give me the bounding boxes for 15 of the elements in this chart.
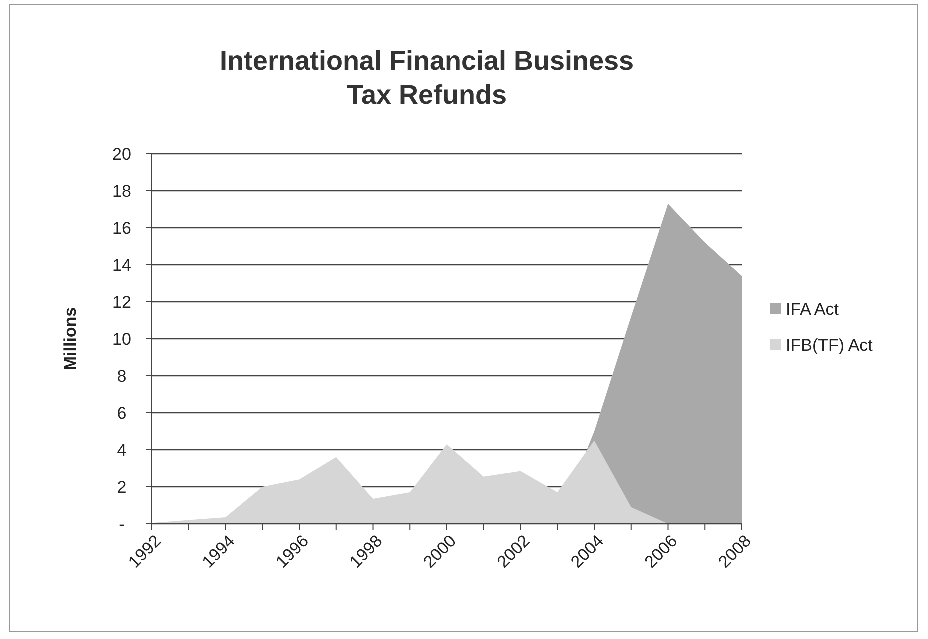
y-tick-label: 18	[112, 182, 132, 201]
chart-title: International Financial Business Tax Refunds	[220, 46, 634, 110]
y-tick-label: 4	[117, 440, 127, 460]
y-tick-label: 10	[112, 330, 132, 349]
y-axis-title: Millions	[61, 307, 80, 371]
y-tick-label: 8	[117, 366, 127, 386]
y-tick-label: 6	[117, 404, 127, 423]
y-tick-label: 2	[117, 478, 127, 497]
y-tick-label: 20	[112, 144, 132, 164]
y-tick-label: 16	[112, 218, 132, 238]
y-tick-label: 12	[112, 292, 132, 312]
y-tick-label: -	[119, 514, 125, 534]
legend-label: IFA Act	[786, 300, 840, 319]
y-tick-label: 14	[112, 256, 132, 275]
legend-label: IFB(TF) Act	[786, 336, 874, 355]
